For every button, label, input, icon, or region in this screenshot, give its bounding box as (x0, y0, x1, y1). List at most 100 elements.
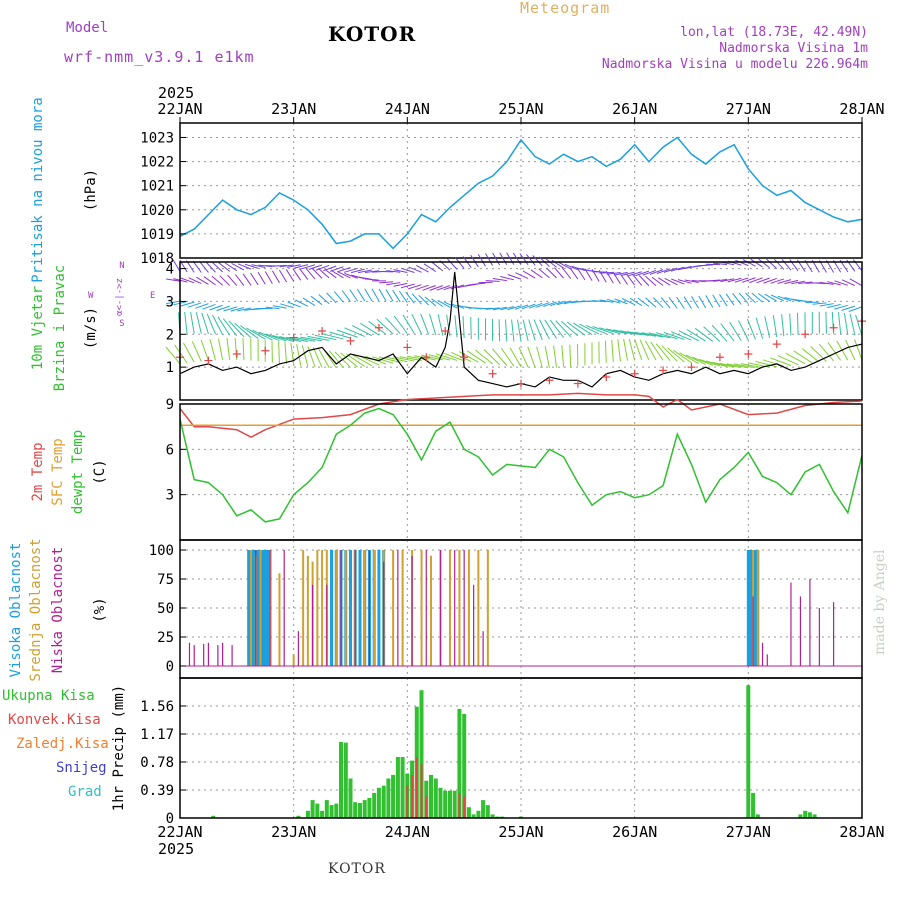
wind-barb (264, 271, 273, 284)
wind-barb (411, 313, 422, 335)
wind-barb (287, 301, 301, 308)
wind-barb (447, 258, 458, 270)
cloud-unit: (%) (92, 597, 108, 622)
dir-e: E (150, 291, 155, 301)
total-precip-bar (798, 814, 803, 818)
wind-barb (200, 339, 209, 362)
temp-ylabel2: SFC Temp (50, 438, 66, 505)
wind-barb (190, 311, 195, 334)
wind-barb (393, 282, 408, 287)
cloud-ylabel: Visoka Oblacnost (8, 543, 24, 678)
total-precip-bar (296, 815, 301, 818)
date-label-bottom: 22JAN (157, 823, 202, 841)
wind-barb (635, 270, 650, 277)
wind-barb (617, 339, 621, 362)
legend-hail: Grad (68, 784, 102, 800)
temp2m-line (179, 392, 863, 439)
wind-barb (446, 314, 451, 337)
wind-barb (337, 271, 351, 279)
dewpt-line (179, 407, 863, 523)
wind-barb (599, 327, 621, 335)
wind-barb (492, 252, 501, 266)
wind-barb (530, 269, 543, 279)
wind-barb (195, 303, 209, 309)
wind-barb (698, 264, 713, 267)
wind-barb (278, 269, 287, 283)
wind-barb (180, 301, 195, 307)
pressure-unit: (hPa) (83, 169, 99, 211)
total-precip-bar (367, 797, 372, 818)
wind-barb (201, 312, 209, 334)
wind-barb (614, 298, 628, 305)
wind-barb (819, 281, 834, 285)
wind-barb (561, 267, 572, 279)
wind-barb (206, 313, 216, 335)
wind-barb (825, 311, 827, 334)
wind-barb (294, 264, 308, 269)
wind-barb (676, 296, 685, 309)
wind-barb (569, 267, 579, 280)
wind-barb (732, 292, 742, 305)
wind-barb (826, 281, 841, 286)
y-tick-label: 1023 (140, 130, 174, 146)
total-precip-bar (400, 757, 405, 818)
wind-barb (202, 303, 216, 310)
wind-barb (492, 306, 507, 311)
wind-barb (554, 267, 565, 279)
wind-barb (661, 345, 678, 362)
wind-barb (713, 278, 728, 282)
wind-barb (424, 296, 437, 307)
wind-barb (187, 302, 202, 308)
y-tick-label: 25 (157, 630, 174, 646)
wind-barb (561, 320, 579, 337)
wind-barb (415, 284, 429, 291)
wind-barb (346, 353, 365, 367)
wind-barb (684, 279, 699, 284)
wind-barb (205, 261, 216, 273)
wind-barb (573, 322, 593, 336)
wind-barb (462, 316, 465, 339)
wind-barb (271, 270, 280, 284)
gust-marker (346, 336, 355, 345)
wind-barb (785, 352, 806, 365)
wind-barb (671, 278, 685, 285)
wind-barb (235, 274, 245, 286)
wind-barb (845, 339, 856, 361)
wind-barb (726, 363, 749, 369)
wind-barb (507, 274, 522, 280)
wind-barb (735, 259, 749, 267)
wind-barb (386, 282, 401, 286)
gust-marker (630, 369, 639, 378)
wind-barb (605, 328, 628, 335)
total-precip-bar (457, 708, 462, 818)
panel-frame-2 (179, 261, 863, 401)
gust-marker (517, 379, 525, 388)
wind-barb (698, 295, 707, 309)
wind-barb (244, 307, 259, 311)
wind-barb (611, 339, 614, 362)
wind-barb (599, 271, 614, 274)
total-precip-bar (466, 807, 471, 818)
wind-barb (385, 317, 401, 335)
wind-barb (344, 272, 358, 279)
total-precip-bar (381, 785, 386, 818)
wind-barb (691, 296, 700, 309)
wind-barb (561, 345, 565, 368)
wind-barb (272, 305, 287, 309)
wind-barb (326, 292, 337, 304)
wind-barb (311, 268, 323, 279)
station-title: KOTOR (328, 22, 417, 46)
wind-barb (212, 262, 223, 273)
gust-marker (687, 363, 696, 372)
wind-barb (485, 307, 500, 310)
total-precip-bar (211, 815, 216, 818)
wind-barb (784, 279, 799, 285)
date-label-top: 23JAN (271, 100, 316, 118)
wind-barb (655, 343, 671, 362)
wind-barb (656, 268, 671, 274)
y-tick-label: 0 (166, 659, 174, 675)
wind-barb (750, 258, 763, 268)
wind-barb (819, 303, 834, 307)
wind-barb (219, 275, 231, 286)
wind-barb (755, 317, 764, 339)
